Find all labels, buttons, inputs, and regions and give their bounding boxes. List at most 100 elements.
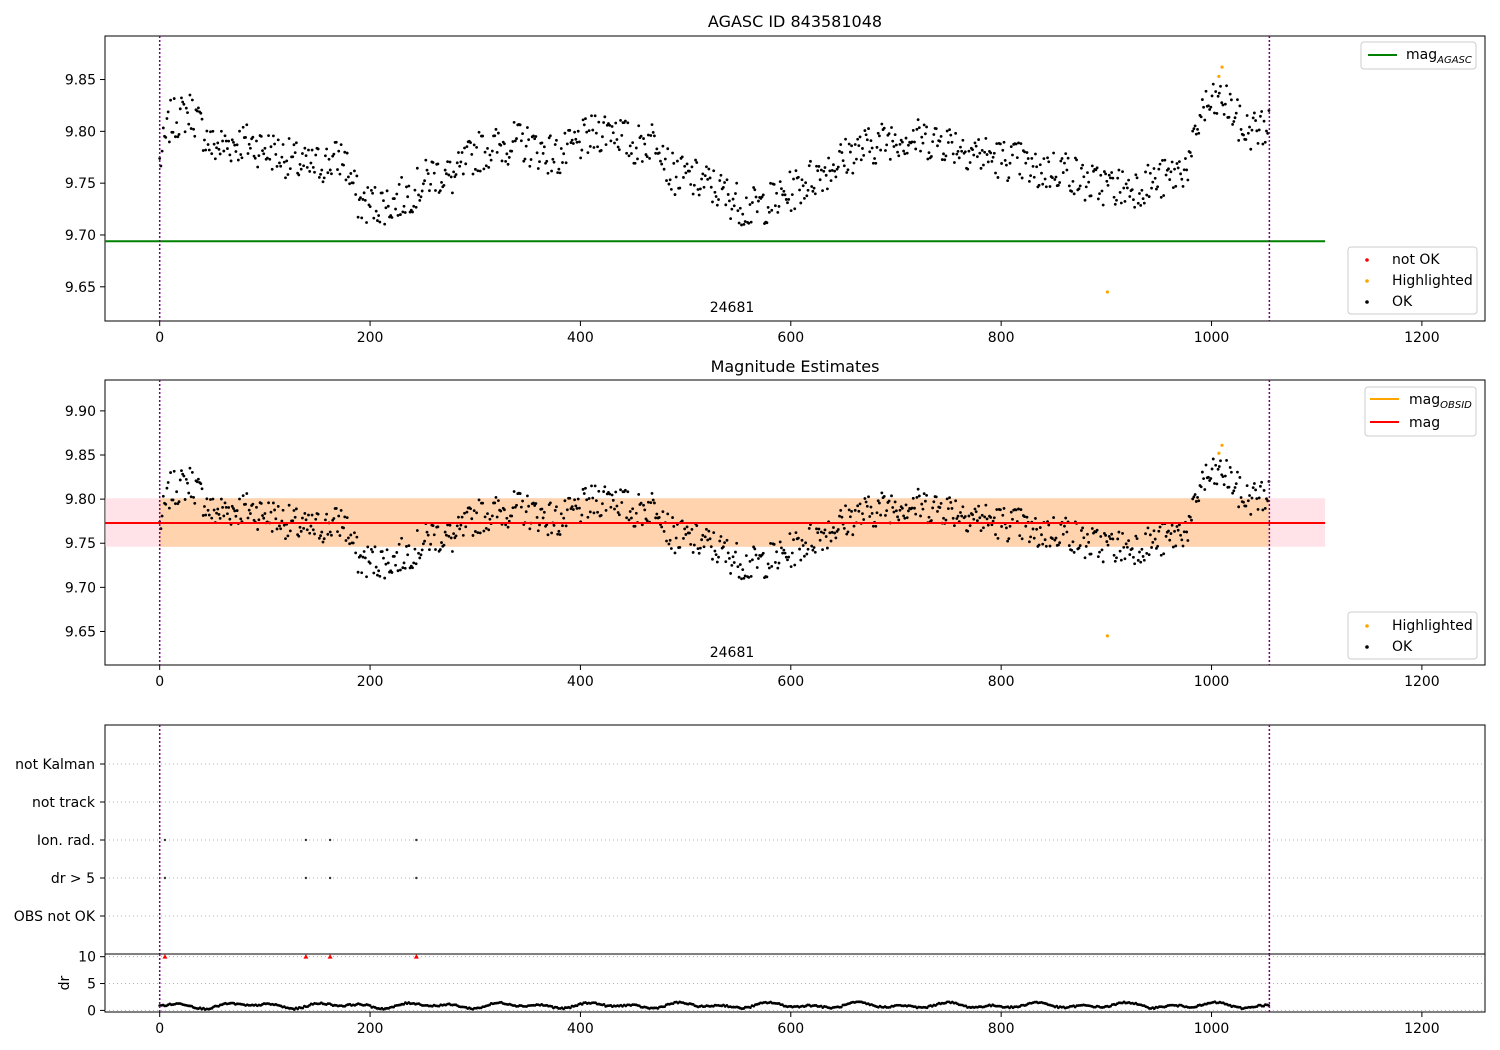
ok-point — [1065, 530, 1069, 534]
ok-point — [373, 545, 377, 549]
ok-point — [839, 143, 843, 146]
ok-point — [950, 140, 954, 144]
ok-point — [845, 532, 849, 536]
ok-point — [309, 161, 313, 165]
panel2-obsid-label: 24681 — [710, 645, 755, 661]
ok-point — [900, 140, 904, 144]
ok-point — [542, 510, 546, 514]
ok-point — [1246, 131, 1250, 135]
dr-marks — [158, 954, 1271, 1012]
ok-point — [1191, 497, 1195, 501]
ok-point — [324, 518, 327, 522]
ok-point — [245, 492, 249, 495]
ok-point — [581, 487, 585, 491]
ok-point — [611, 498, 615, 502]
ok-point — [226, 147, 229, 150]
ok-point — [674, 536, 678, 540]
ok-point — [440, 180, 443, 184]
ok-point — [1078, 184, 1082, 188]
ok-point — [330, 172, 333, 176]
ok-point — [754, 195, 758, 199]
ok-point — [591, 496, 595, 500]
dr-point — [368, 1004, 372, 1007]
ok-point — [851, 533, 855, 537]
ok-point — [1208, 108, 1212, 111]
ok-point — [637, 124, 641, 128]
ok-point — [1167, 529, 1170, 533]
ok-point — [711, 200, 714, 204]
ok-point — [1194, 132, 1198, 136]
ok-point — [561, 524, 564, 528]
ok-point — [368, 561, 372, 565]
ok-point — [1142, 558, 1146, 562]
ok-point — [164, 502, 168, 506]
ok-point — [597, 489, 601, 493]
ok-point — [259, 135, 263, 138]
ok-point — [1043, 177, 1047, 181]
ok-point — [683, 527, 687, 531]
ok-point — [1130, 547, 1134, 551]
ok-point — [697, 193, 701, 197]
dr-gridlines — [105, 956, 1485, 1011]
ok-point — [1156, 544, 1160, 548]
ok-point — [1151, 540, 1155, 544]
ok-point — [463, 146, 466, 150]
ok-point — [1150, 546, 1153, 549]
ok-point — [263, 512, 267, 515]
ok-point — [558, 533, 562, 536]
ok-point — [419, 553, 423, 557]
ok-point — [963, 150, 967, 154]
ok-point — [394, 563, 397, 567]
ok-point — [593, 484, 597, 488]
ok-point — [972, 517, 976, 521]
ok-point — [307, 148, 310, 152]
ok-point — [1181, 185, 1185, 188]
ok-point — [934, 127, 938, 131]
ok-point — [869, 505, 873, 509]
legend-not-ok-label: not OK — [1392, 252, 1440, 268]
ok-point — [1023, 150, 1026, 154]
ok-point — [711, 557, 714, 561]
ok-point — [193, 134, 197, 138]
ok-point — [1209, 105, 1213, 109]
ok-point — [160, 514, 164, 518]
ok-point — [897, 518, 901, 522]
ok-point — [1071, 540, 1075, 544]
ok-point — [411, 566, 414, 570]
ok-point — [689, 183, 693, 186]
ok-point — [1008, 161, 1012, 165]
ok-point — [339, 508, 343, 512]
ok-point — [383, 576, 387, 580]
ok-point — [570, 138, 574, 142]
ok-point — [167, 506, 171, 510]
ok-point — [755, 566, 759, 569]
ok-point — [544, 161, 547, 165]
ok-point — [1111, 537, 1115, 541]
ok-point — [856, 504, 860, 508]
ok-point — [471, 534, 475, 537]
ok-point — [1202, 477, 1205, 480]
ok-point — [1116, 537, 1120, 541]
ok-point — [873, 157, 876, 160]
ok-point — [407, 544, 411, 548]
ok-point — [1011, 517, 1014, 521]
ok-point — [314, 517, 318, 521]
dr-point — [749, 1006, 752, 1009]
ok-point — [649, 501, 653, 505]
ok-point — [1116, 176, 1120, 180]
ok-point — [974, 510, 978, 514]
ok-point — [653, 501, 656, 505]
ok-point — [819, 168, 823, 172]
ok-point — [1037, 543, 1041, 547]
ok-point — [348, 182, 352, 186]
ok-point — [1101, 203, 1105, 207]
ok-point — [828, 169, 832, 173]
ok-point — [817, 527, 821, 531]
ok-point — [423, 179, 426, 183]
ok-point — [1090, 527, 1094, 530]
ok-point — [204, 148, 208, 152]
ok-point — [205, 129, 209, 133]
ok-point — [659, 159, 662, 163]
ok-point — [529, 158, 533, 161]
ok-point — [451, 191, 454, 195]
